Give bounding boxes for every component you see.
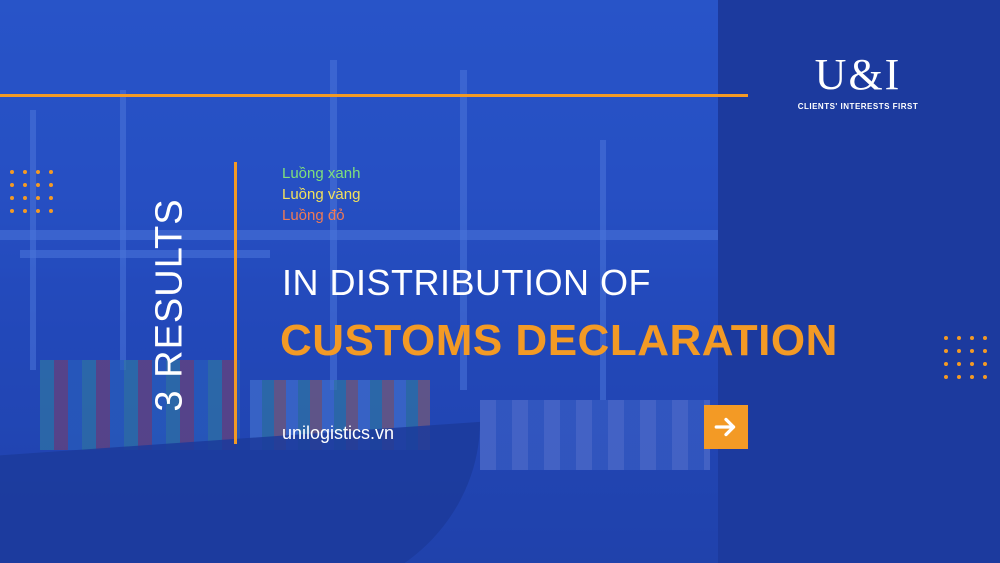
heading-line2: CUSTOMS DECLARATION <box>280 316 838 365</box>
brand-logo: U&I CLIENTS' INTERESTS FIRST <box>778 50 938 112</box>
lane-yellow: Luồng vàng <box>282 186 361 203</box>
crane-leg <box>330 60 337 390</box>
vertical-title-text: 3 RESULTS <box>148 198 191 412</box>
crane-beam <box>0 230 720 240</box>
vertical-accent-line <box>234 162 237 444</box>
right-dot-grid <box>944 336 987 379</box>
lane-list: Luồng xanh Luồng vàng Luồng đỏ <box>282 163 360 226</box>
next-arrow-button[interactable] <box>704 405 748 449</box>
lane-green: Luồng xanh <box>282 165 361 182</box>
vertical-title: 3 RESULTS <box>140 160 200 450</box>
arrow-right-icon <box>714 417 736 437</box>
port-background-photo <box>0 0 720 563</box>
container-stack <box>40 360 240 450</box>
lane-red: Luồng đỏ <box>282 207 345 224</box>
right-panel <box>718 0 1000 563</box>
heading-line1: IN DISTRIBUTION OF <box>282 262 651 303</box>
logo-mark: U&I <box>814 50 902 99</box>
top-accent-line <box>0 94 748 97</box>
container-stack <box>480 400 710 470</box>
crane-beam <box>20 250 270 258</box>
blue-overlay <box>0 0 720 563</box>
crane-leg <box>30 110 36 370</box>
website-link[interactable]: unilogistics.vn <box>282 423 395 443</box>
left-dot-grid <box>10 170 53 213</box>
crane-leg <box>600 140 606 400</box>
logo-tagline: CLIENTS' INTERESTS FIRST <box>797 102 919 111</box>
